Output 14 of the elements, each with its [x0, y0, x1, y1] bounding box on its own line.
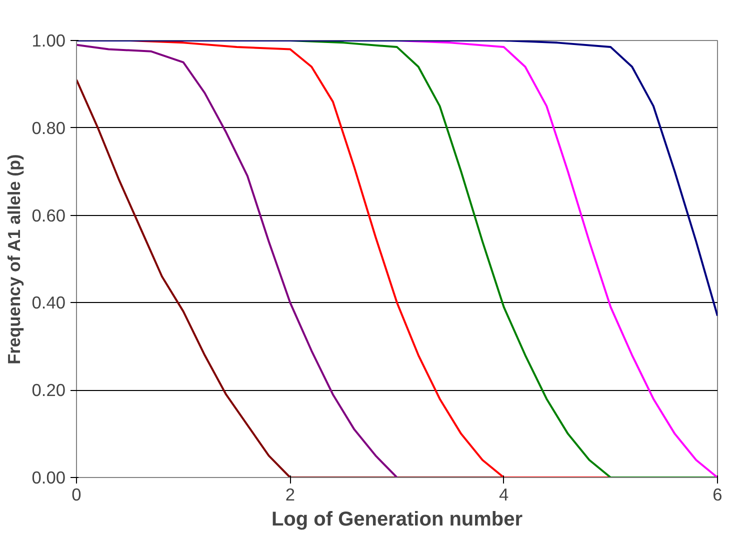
y-axis-title: Frequency of A1 allele (p) — [4, 154, 24, 364]
line-series — [76, 44, 398, 478]
y-tick-label: 1.00 — [32, 30, 66, 50]
x-tick-label: 2 — [285, 484, 295, 504]
x-tick-label: 0 — [72, 484, 82, 504]
x-tick-label: 6 — [712, 484, 722, 504]
line-series — [76, 40, 718, 317]
y-tick-label: 0.80 — [32, 118, 66, 138]
x-axis-title: Log of Generation number — [271, 508, 523, 530]
y-tick-label: 0.00 — [32, 468, 66, 488]
y-tick-label: 0.40 — [32, 292, 66, 313]
x-tick-label: 4 — [499, 484, 510, 504]
y-tick-label: 0.20 — [32, 380, 66, 400]
y-tick-label: 0.60 — [32, 205, 66, 226]
